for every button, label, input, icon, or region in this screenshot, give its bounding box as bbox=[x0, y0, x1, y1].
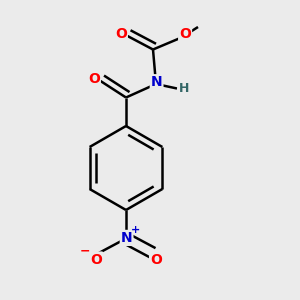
Text: O: O bbox=[115, 27, 127, 41]
Text: −: − bbox=[79, 245, 90, 258]
Text: O: O bbox=[90, 253, 102, 266]
Text: N: N bbox=[151, 75, 162, 89]
Text: O: O bbox=[150, 253, 162, 266]
Text: N: N bbox=[121, 231, 132, 245]
Text: O: O bbox=[179, 28, 191, 41]
Text: O: O bbox=[88, 72, 100, 86]
Text: H: H bbox=[178, 82, 189, 95]
Text: +: + bbox=[131, 225, 140, 235]
